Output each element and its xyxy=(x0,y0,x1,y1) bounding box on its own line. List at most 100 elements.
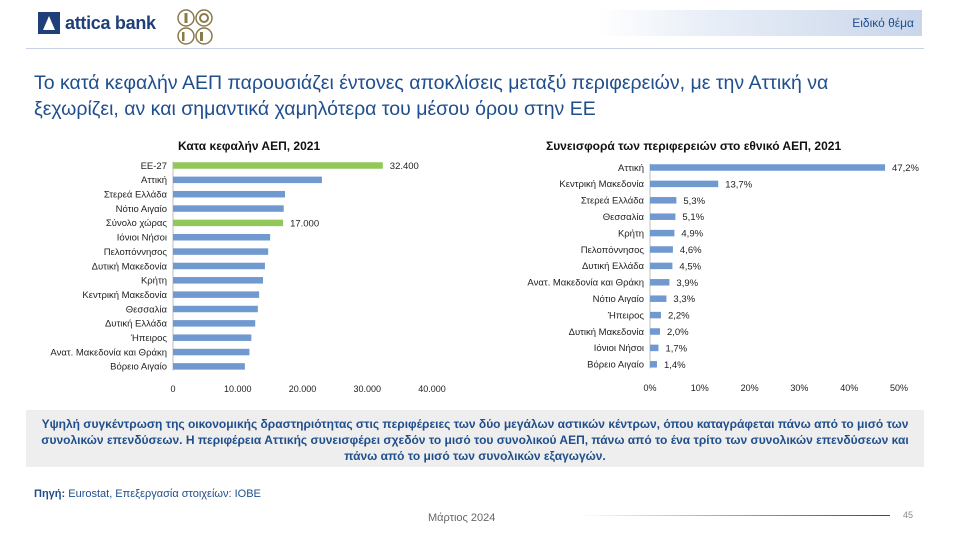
category-label: Δυτική Ελλάδα xyxy=(582,261,645,272)
bar xyxy=(650,262,673,270)
data-label: 2,0% xyxy=(667,327,689,338)
header-divider xyxy=(26,48,924,49)
category-label: Κρήτη xyxy=(141,276,167,287)
data-label: 5,3% xyxy=(683,196,705,207)
data-label: 5,1% xyxy=(682,212,704,223)
data-label: 4,9% xyxy=(681,229,703,240)
bar xyxy=(173,219,284,227)
bar xyxy=(173,176,322,184)
category-label: Σύνολο χώρας xyxy=(106,218,167,229)
bar xyxy=(650,344,659,352)
category-label: Θεσσαλία xyxy=(603,212,645,223)
footer-divider xyxy=(580,515,890,516)
footer-date: Μάρτιος 2024 xyxy=(428,512,496,524)
x-tick-label: 10.000 xyxy=(224,384,252,394)
x-tick-label: 0% xyxy=(643,383,656,393)
category-label: Αττική xyxy=(141,175,167,186)
category-label: Νότιο Αιγαίο xyxy=(593,294,644,305)
category-label: Αττική xyxy=(618,163,644,174)
category-label: Νότιο Αιγαίο xyxy=(116,204,167,215)
data-label: 4,6% xyxy=(680,245,702,256)
data-label: 2,2% xyxy=(668,311,690,322)
bar xyxy=(650,197,677,204)
bar xyxy=(650,229,675,237)
data-label: 47,2% xyxy=(892,163,919,174)
bar xyxy=(173,305,258,313)
category-label: Θεσσαλία xyxy=(126,304,168,315)
x-tick-label: 30% xyxy=(790,383,808,393)
x-tick-label: 10% xyxy=(691,383,709,393)
category-label: ΕΕ-27 xyxy=(141,161,167,172)
bar xyxy=(650,279,670,286)
x-tick-label: 40.000 xyxy=(418,384,446,394)
bar xyxy=(173,334,252,341)
section-tag: Ειδικό θέμα xyxy=(596,10,922,36)
x-tick-label: 20.000 xyxy=(289,384,317,394)
source-note: Πηγή: Eurostat, Επεξεργασία στοιχείων: Ι… xyxy=(34,488,261,500)
bar xyxy=(650,180,719,188)
source-label: Πηγή: xyxy=(34,488,66,500)
category-label: Πελοπόννησος xyxy=(104,247,168,258)
category-label: Βόρειο Αιγαίο xyxy=(110,362,167,373)
category-label: Ιόνιοι Νήσοι xyxy=(594,343,644,354)
bar xyxy=(650,164,886,171)
chart2-title: Συνεισφορά των περιφερειών στο εθνικό ΑΕ… xyxy=(546,139,842,153)
category-label: Δυτική Ελλάδα xyxy=(105,319,168,330)
bar xyxy=(650,246,673,253)
category-label: Βόρειο Αιγαίο xyxy=(587,360,644,371)
category-label: Πελοπόννησος xyxy=(581,245,645,256)
bar xyxy=(650,213,676,220)
category-label: Στερεά Ελλάδα xyxy=(104,190,168,201)
category-label: Στερεά Ελλάδα xyxy=(581,196,645,207)
category-label: Ήπειρος xyxy=(130,333,168,344)
bar xyxy=(650,311,661,319)
data-label: 4,5% xyxy=(679,261,701,272)
bar xyxy=(173,262,265,270)
bar xyxy=(173,277,264,284)
category-label: Ήπειρος xyxy=(607,310,645,321)
x-tick-label: 0 xyxy=(170,384,175,394)
category-label: Δυτική Μακεδονία xyxy=(569,327,645,338)
x-tick-label: 20% xyxy=(741,383,759,393)
brand-name: attica bank xyxy=(65,12,156,33)
data-label: 17.000 xyxy=(290,218,319,229)
bar xyxy=(173,162,383,169)
x-tick-label: 50% xyxy=(890,383,908,393)
bar xyxy=(173,234,271,241)
bar xyxy=(650,295,667,302)
section-tag-label: Ειδικό θέμα xyxy=(852,16,914,30)
iobe-logo-icon xyxy=(176,8,214,46)
x-tick-label: 30.000 xyxy=(353,384,381,394)
category-label: Ανατ. Μακεδονία και Θράκη xyxy=(527,278,644,289)
bar xyxy=(173,348,250,356)
source-text: Eurostat, Επεξεργασία στοιχείων: ΙΟΒΕ xyxy=(68,488,261,500)
category-label: Κεντρική Μακεδονία xyxy=(559,179,644,190)
bar xyxy=(173,320,256,327)
key-findings-text: Υψηλή συγκέντρωση της οικονομικής δραστη… xyxy=(41,417,909,463)
chart1-title: Κατα κεφαλήν ΑΕΠ, 2021 xyxy=(178,139,321,153)
category-label: Κρήτη xyxy=(618,228,644,239)
attica-bank-logo: attica bank xyxy=(38,12,156,34)
data-label: 13,7% xyxy=(725,179,752,190)
bar xyxy=(650,361,657,368)
category-label: Ιόνιοι Νήσοι xyxy=(117,233,167,244)
bar xyxy=(173,205,284,212)
key-findings-box: Υψηλή συγκέντρωση της οικονομικής δραστη… xyxy=(26,410,924,467)
x-tick-label: 40% xyxy=(840,383,858,393)
category-label: Κεντρική Μακεδονία xyxy=(82,290,167,301)
page-number: 45 xyxy=(903,510,914,520)
bar xyxy=(173,363,245,370)
bar xyxy=(173,248,269,255)
data-label: 32.400 xyxy=(390,161,419,172)
category-label: Δυτική Μακεδονία xyxy=(92,261,168,272)
data-label: 1,7% xyxy=(665,343,687,354)
data-label: 3,3% xyxy=(673,294,695,305)
slide-headline: Το κατά κεφαλήν ΑΕΠ παρουσιάζει έντονες … xyxy=(34,72,829,120)
data-label: 3,9% xyxy=(676,278,698,289)
bar xyxy=(650,328,660,335)
data-label: 1,4% xyxy=(664,360,686,371)
attica-logo-icon xyxy=(38,12,60,34)
bar xyxy=(173,190,286,198)
